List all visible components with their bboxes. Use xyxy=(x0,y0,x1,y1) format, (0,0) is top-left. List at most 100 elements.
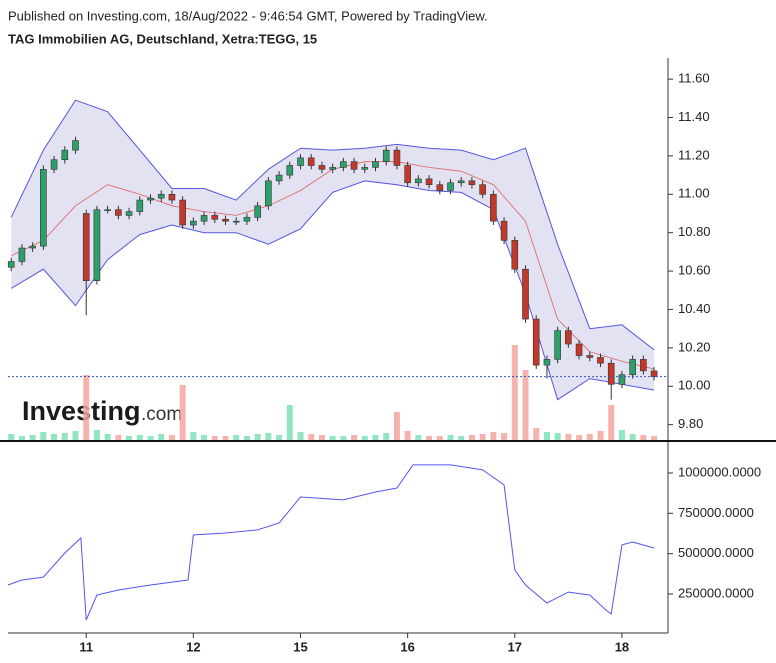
logo-brand: Investing xyxy=(22,396,141,426)
volume-bar xyxy=(565,434,572,440)
volume-bar xyxy=(222,436,229,440)
x-tick-label: 11 xyxy=(79,639,93,654)
volume-bar xyxy=(511,345,518,440)
volume-bar xyxy=(136,435,143,440)
volume-bar xyxy=(468,435,475,440)
y-tick-label: 10.80 xyxy=(678,224,711,239)
candle-body xyxy=(136,199,144,212)
volume-bar xyxy=(436,436,443,440)
volume-bar xyxy=(447,435,454,440)
candle-body xyxy=(125,211,133,216)
volume-bar xyxy=(329,436,336,440)
y-tick-label: 250000.0000 xyxy=(678,585,754,600)
candle-body xyxy=(607,362,615,385)
candle-body xyxy=(500,220,508,241)
y-tick-label: 9.80 xyxy=(678,416,703,431)
x-tick-label: 17 xyxy=(508,639,522,654)
volume-bar xyxy=(254,434,261,440)
candle-body xyxy=(457,180,465,184)
volume-bar xyxy=(233,435,240,440)
volume-bar xyxy=(404,431,411,440)
y-tick-label: 1000000.0000 xyxy=(678,464,761,479)
volume-bar xyxy=(93,430,100,440)
candle-body xyxy=(18,247,26,262)
candle-body xyxy=(490,193,497,222)
candle-body xyxy=(479,184,486,195)
candle-body xyxy=(575,343,583,356)
volume-bar xyxy=(265,433,272,440)
y-tick-label: 11.60 xyxy=(678,71,710,86)
candle-body xyxy=(640,359,647,372)
y-tick-label: 11.00 xyxy=(678,186,710,201)
candle-body xyxy=(404,165,411,184)
candle-body xyxy=(468,180,476,185)
candle-body xyxy=(29,245,36,249)
volume-bar xyxy=(168,435,175,440)
y-tick-label: 11.40 xyxy=(678,109,710,124)
candle-body xyxy=(157,193,165,199)
volume-bar xyxy=(608,405,615,440)
candle-body xyxy=(61,149,69,161)
candle-body xyxy=(329,167,336,170)
volume-bar xyxy=(597,431,604,440)
volume-bar xyxy=(372,435,379,440)
candle-body xyxy=(50,159,58,170)
volume-bar xyxy=(83,375,90,440)
volume-bar xyxy=(501,433,508,440)
volume-bar xyxy=(40,432,47,440)
indicator-line xyxy=(7,464,655,621)
candle-body xyxy=(393,149,401,166)
candle-body xyxy=(447,182,454,191)
volume-bar xyxy=(426,436,433,440)
candle-body xyxy=(618,374,626,385)
y-tick-label: 500000.0000 xyxy=(678,545,754,560)
candle-body xyxy=(40,169,47,247)
candle-body xyxy=(307,157,315,166)
volume-bar xyxy=(415,435,422,440)
candle-body xyxy=(361,167,369,170)
volume-bar xyxy=(190,432,197,440)
volume-bar xyxy=(554,433,561,440)
volume-bar xyxy=(179,385,186,440)
volume-bar xyxy=(201,435,208,440)
candle-body xyxy=(554,330,561,360)
volume-bar xyxy=(18,436,25,440)
candle-body xyxy=(382,149,390,162)
candle-body xyxy=(650,370,658,377)
candle-body xyxy=(543,359,551,366)
candle-body xyxy=(179,199,186,226)
candle-body xyxy=(211,215,219,220)
volume-bar xyxy=(533,428,540,440)
volume-bar xyxy=(243,436,250,440)
candle-body xyxy=(372,161,379,168)
candle-body xyxy=(586,355,594,358)
volume-bar xyxy=(490,432,497,440)
volume-bar xyxy=(361,436,368,440)
candle-body xyxy=(93,209,101,281)
y-tick-label: 10.60 xyxy=(678,263,711,278)
volume-bar xyxy=(479,434,486,440)
volume-bar xyxy=(318,435,325,440)
candle-body xyxy=(532,318,540,366)
volume-bar xyxy=(586,434,593,440)
y-tick-label: 750000.0000 xyxy=(678,505,754,520)
y-tick-label: 10.00 xyxy=(678,378,711,393)
volume-bar xyxy=(522,370,529,440)
volume-bar xyxy=(629,434,636,440)
volume-bar xyxy=(126,436,133,440)
candle-body xyxy=(522,268,529,320)
volume-bar xyxy=(340,436,347,440)
band-upper xyxy=(10,99,655,351)
candle-body xyxy=(597,357,604,364)
volume-bar xyxy=(147,436,154,440)
volume-bar xyxy=(618,430,625,440)
chart-title: TAG Immobilien AG, Deutschland, Xetra:TE… xyxy=(8,31,317,46)
y-tick-label: 10.40 xyxy=(678,301,711,316)
volume-bar xyxy=(158,434,165,440)
x-tick-label: 16 xyxy=(400,639,414,654)
volume-bar xyxy=(297,432,304,440)
volume-bar xyxy=(8,434,15,440)
candle-body xyxy=(275,174,283,182)
volume-bar xyxy=(115,435,122,440)
volume-bar xyxy=(458,436,465,440)
